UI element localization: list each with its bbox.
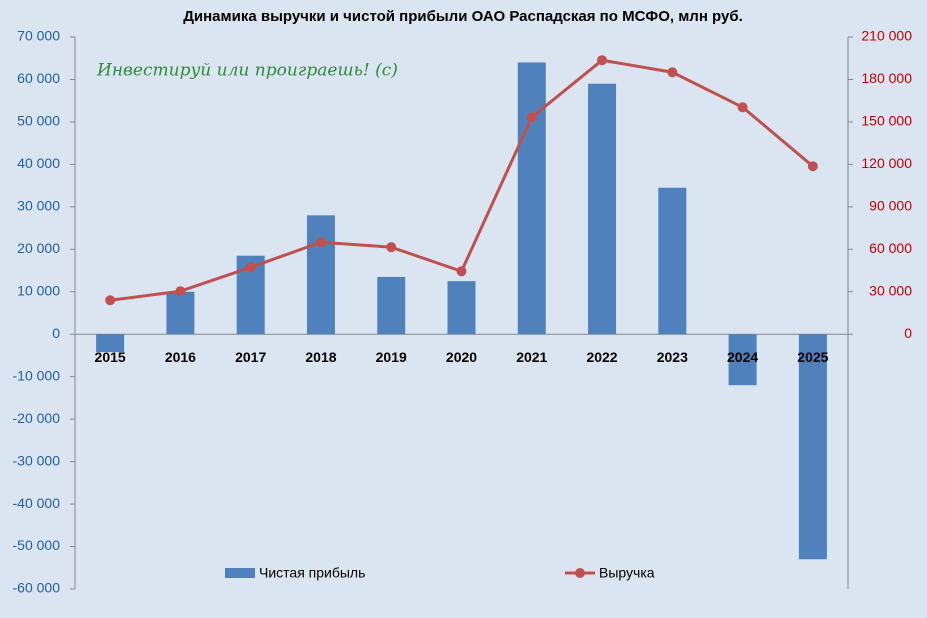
legend-label: Чистая прибыль xyxy=(259,565,365,581)
x-tick-label: 2018 xyxy=(305,349,336,365)
legend-marker xyxy=(575,568,585,578)
y-tick-label: 50 000 xyxy=(17,113,60,129)
bar xyxy=(447,281,476,335)
y2-tick-label: 90 000 xyxy=(869,198,912,214)
marker xyxy=(737,102,748,113)
y-tick-label: -50 000 xyxy=(13,537,61,553)
y-tick-label: 0 xyxy=(52,325,60,341)
x-tick-label: 2023 xyxy=(657,349,688,365)
y2-tick-label: 30 000 xyxy=(869,282,912,298)
x-tick-label: 2019 xyxy=(376,349,407,365)
x-tick-label: 2020 xyxy=(446,349,477,365)
y2-tick-label: 180 000 xyxy=(861,70,912,86)
y-tick-label: 70 000 xyxy=(17,28,60,44)
legend-swatch xyxy=(225,568,255,578)
y-tick-label: -20 000 xyxy=(13,410,61,426)
y2-tick-label: 0 xyxy=(904,325,912,341)
marker xyxy=(386,242,397,253)
marker xyxy=(526,112,537,123)
bar xyxy=(96,334,125,353)
x-tick-label: 2025 xyxy=(797,349,828,365)
annotation: Инвестируй или проиграешь! (с) xyxy=(96,61,398,81)
y-tick-label: 40 000 xyxy=(17,155,60,171)
y-tick-label: -40 000 xyxy=(13,495,61,511)
y-tick-label: 20 000 xyxy=(17,240,60,256)
legend-label: Выручка xyxy=(599,565,655,581)
x-tick-label: 2016 xyxy=(165,349,196,365)
y2-tick-label: 210 000 xyxy=(861,28,912,44)
marker xyxy=(245,262,256,273)
marker xyxy=(105,295,116,306)
marker xyxy=(597,55,608,66)
x-tick-label: 2015 xyxy=(95,349,126,365)
y-tick-label: 30 000 xyxy=(17,198,60,214)
y2-tick-label: 150 000 xyxy=(861,113,912,129)
y-tick-label: 10 000 xyxy=(17,282,60,298)
bar xyxy=(588,83,617,335)
y2-tick-label: 60 000 xyxy=(869,240,912,256)
marker xyxy=(456,266,467,277)
bar xyxy=(306,215,335,335)
y-tick-label: -60 000 xyxy=(13,580,61,596)
y-tick-label: 60 000 xyxy=(17,70,60,86)
bar xyxy=(377,276,406,335)
x-tick-label: 2017 xyxy=(235,349,266,365)
y2-tick-label: 120 000 xyxy=(861,155,912,171)
x-tick-label: 2022 xyxy=(586,349,617,365)
bar xyxy=(166,291,195,335)
x-tick-label: 2021 xyxy=(516,349,547,365)
marker xyxy=(807,161,818,172)
marker xyxy=(667,67,678,78)
marker xyxy=(315,237,326,248)
y-tick-label: -30 000 xyxy=(13,452,61,468)
bar xyxy=(728,334,757,386)
x-tick-label: 2024 xyxy=(727,349,758,365)
bar xyxy=(517,62,546,335)
marker xyxy=(175,286,186,297)
bar xyxy=(658,187,687,335)
chart-title: Динамика выручки и чистой прибыли ОАО Ра… xyxy=(183,8,743,25)
y-tick-label: -10 000 xyxy=(13,367,61,383)
bar xyxy=(798,334,827,560)
